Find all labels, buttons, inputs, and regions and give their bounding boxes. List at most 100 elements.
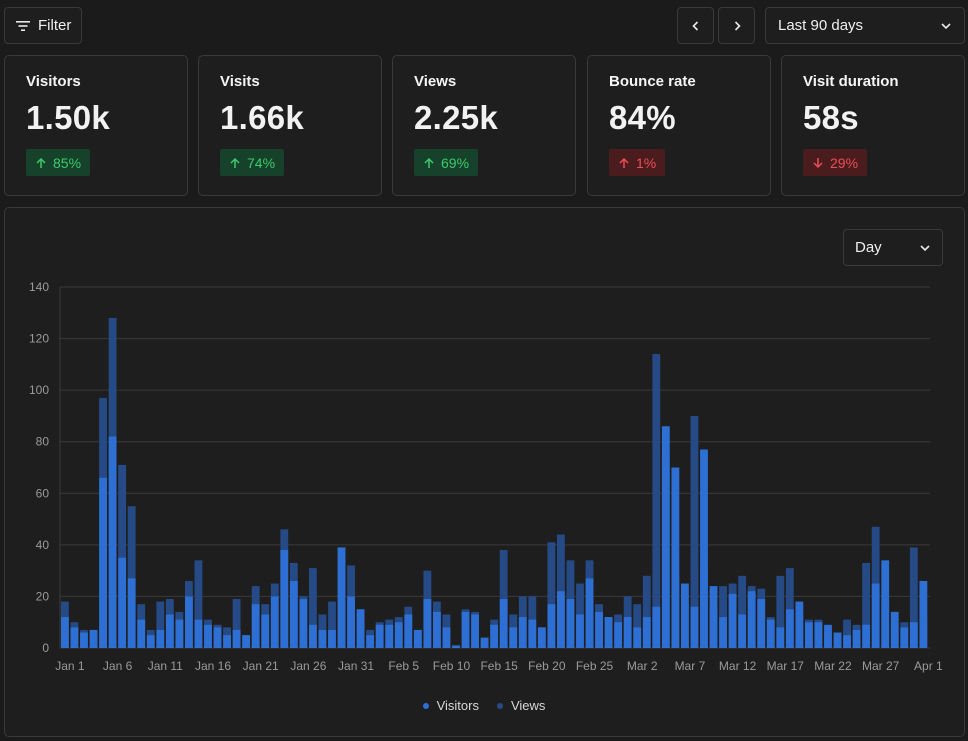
- bar-visitors[interactable]: [881, 560, 890, 648]
- bar-visitors[interactable]: [852, 629, 861, 648]
- bar-visitors[interactable]: [423, 599, 432, 648]
- bar-views[interactable]: [862, 562, 871, 648]
- bar-visitors[interactable]: [824, 624, 832, 648]
- bar-visitors[interactable]: [366, 635, 375, 648]
- bar-visitors[interactable]: [356, 609, 365, 648]
- bar-visitors[interactable]: [814, 622, 823, 648]
- bar-visitors[interactable]: [738, 614, 747, 648]
- bar-views[interactable]: [156, 601, 165, 648]
- metric-card-visit-duration[interactable]: Visit duration 58s 29%: [781, 55, 965, 196]
- bar-visitors[interactable]: [413, 629, 422, 648]
- bar-visitors[interactable]: [833, 632, 842, 648]
- bar-visitors[interactable]: [642, 617, 651, 648]
- metric-card-views[interactable]: Views 2.25k 69%: [392, 55, 576, 196]
- bar-visitors[interactable]: [557, 591, 565, 648]
- bar-visitors[interactable]: [280, 550, 289, 648]
- bar-visitors[interactable]: [299, 599, 308, 648]
- bar-visitors[interactable]: [404, 614, 413, 648]
- bar-visitors[interactable]: [80, 632, 88, 648]
- bar-visitors[interactable]: [375, 624, 384, 648]
- bar-visitors[interactable]: [919, 580, 928, 648]
- metric-card-bounce-rate[interactable]: Bounce rate 84% 1%: [587, 55, 771, 196]
- bar-visitors[interactable]: [452, 645, 460, 648]
- metric-card-visitors[interactable]: Visitors 1.50k 85%: [4, 55, 188, 196]
- bar-visitors[interactable]: [442, 627, 451, 648]
- bar-visitors[interactable]: [576, 614, 584, 648]
- bar-visitors[interactable]: [528, 619, 537, 648]
- bar-visitors[interactable]: [757, 599, 766, 648]
- bar-views[interactable]: [547, 542, 556, 648]
- bar-visitors[interactable]: [719, 617, 727, 648]
- bar-visitors[interactable]: [795, 601, 804, 648]
- bar-visitors[interactable]: [595, 611, 603, 648]
- bar-visitors[interactable]: [137, 619, 146, 648]
- bar-visitors[interactable]: [690, 606, 699, 648]
- bar-visitors[interactable]: [747, 591, 756, 648]
- metric-card-visits[interactable]: Visits 1.66k 74%: [198, 55, 382, 196]
- bar-views[interactable]: [776, 575, 785, 648]
- bar-visitors[interactable]: [175, 619, 184, 648]
- bar-visitors[interactable]: [89, 629, 98, 648]
- bar-visitors[interactable]: [118, 557, 127, 648]
- bar-views[interactable]: [652, 354, 661, 648]
- bar-visitors[interactable]: [165, 614, 174, 648]
- filter-button[interactable]: Filter: [4, 7, 82, 44]
- bar-visitors[interactable]: [890, 611, 899, 648]
- bar-visitors[interactable]: [623, 617, 632, 648]
- date-range-select[interactable]: Last 90 days: [765, 7, 965, 44]
- bar-visitors[interactable]: [604, 617, 613, 648]
- bar-visitors[interactable]: [289, 580, 298, 648]
- bar-views[interactable]: [328, 601, 336, 648]
- bar-views[interactable]: [127, 506, 136, 648]
- bar-visitors[interactable]: [671, 467, 680, 649]
- bar-visitors[interactable]: [185, 596, 193, 648]
- bar-views[interactable]: [843, 619, 851, 648]
- bar-visitors[interactable]: [709, 586, 718, 648]
- legend-item-views[interactable]: Views: [496, 698, 545, 713]
- bar-views[interactable]: [690, 415, 699, 648]
- bar-visitors[interactable]: [900, 627, 909, 648]
- bar-visitors[interactable]: [146, 635, 155, 648]
- bar-visitors[interactable]: [661, 426, 670, 648]
- bar-visitors[interactable]: [461, 611, 470, 648]
- bar-visitors[interactable]: [700, 449, 708, 648]
- bar-visitors[interactable]: [518, 617, 527, 648]
- bar-visitors[interactable]: [537, 627, 546, 648]
- bar-visitors[interactable]: [328, 629, 336, 648]
- bar-visitors[interactable]: [633, 627, 642, 648]
- bar-visitors[interactable]: [213, 627, 222, 648]
- bar-visitors[interactable]: [471, 614, 479, 648]
- bar-visitors[interactable]: [194, 619, 203, 648]
- bar-visitors[interactable]: [309, 624, 317, 648]
- bar-visitors[interactable]: [681, 583, 689, 648]
- bar-visitors[interactable]: [318, 629, 327, 648]
- bar-visitors[interactable]: [843, 635, 851, 648]
- bar-visitors[interactable]: [785, 609, 794, 648]
- bar-views[interactable]: [232, 599, 241, 648]
- bar-views[interactable]: [118, 464, 127, 648]
- bar-visitors[interactable]: [204, 624, 212, 648]
- previous-period-button[interactable]: [677, 7, 714, 44]
- bar-visitors[interactable]: [223, 635, 231, 648]
- bar-visitors[interactable]: [261, 614, 270, 648]
- bar-visitors[interactable]: [490, 624, 499, 648]
- legend-item-visitors[interactable]: Visitors: [422, 698, 479, 713]
- bar-views[interactable]: [642, 575, 651, 648]
- bar-visitors[interactable]: [270, 596, 279, 648]
- bar-visitors[interactable]: [232, 629, 241, 648]
- bar-visitors[interactable]: [566, 599, 575, 648]
- bar-visitors[interactable]: [480, 637, 489, 648]
- bar-visitors[interactable]: [385, 624, 394, 648]
- bar-views[interactable]: [309, 568, 317, 648]
- bar-visitors[interactable]: [242, 635, 251, 648]
- bar-visitors[interactable]: [547, 604, 556, 648]
- bar-visitors[interactable]: [909, 622, 918, 648]
- next-period-button[interactable]: [718, 7, 755, 44]
- bar-views[interactable]: [785, 568, 794, 648]
- bar-visitors[interactable]: [394, 622, 403, 648]
- bar-visitors[interactable]: [127, 578, 136, 648]
- bar-visitors[interactable]: [337, 547, 346, 648]
- bar-visitors[interactable]: [251, 604, 260, 648]
- bar-visitors[interactable]: [728, 593, 737, 648]
- bar-visitors[interactable]: [156, 629, 165, 648]
